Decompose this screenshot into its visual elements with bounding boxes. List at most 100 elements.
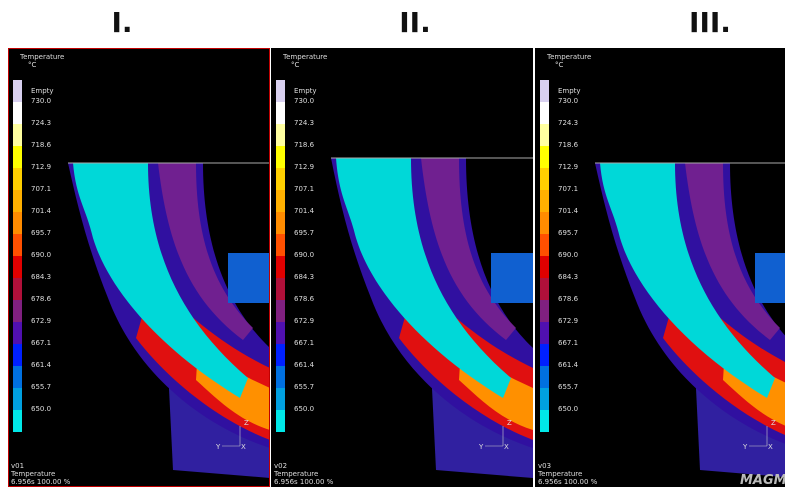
legend-swatch — [276, 234, 285, 256]
legend-label: 707.1 — [294, 185, 314, 193]
legend-label: 701.4 — [294, 207, 315, 215]
footer-time: 6.956s 100.00 % — [538, 478, 598, 486]
legend-label: 655.7 — [558, 383, 578, 391]
legend-swatch — [13, 124, 22, 146]
legend-swatch — [276, 344, 285, 366]
cold-pipe — [336, 158, 511, 398]
legend-swatch — [13, 344, 22, 366]
legend-label: 667.1 — [31, 339, 51, 347]
legend-label: 661.4 — [31, 361, 52, 369]
legend-label: 655.7 — [31, 383, 51, 391]
legend-swatch — [276, 256, 285, 278]
legend-swatch — [276, 300, 285, 322]
legend-label: 730.0 — [558, 97, 578, 105]
legend-label: 678.6 — [31, 295, 52, 303]
panel-header: II. — [399, 6, 431, 39]
legend-swatch — [276, 410, 285, 432]
axis-label: Y — [215, 443, 221, 451]
legend-swatch — [540, 168, 549, 190]
legend-swatch — [540, 124, 549, 146]
legend-swatch — [276, 190, 285, 212]
legend-label: 730.0 — [294, 97, 314, 105]
axis-label: Z — [771, 419, 776, 427]
legend-swatch — [540, 234, 549, 256]
side-box — [755, 253, 785, 303]
legend-label: 712.9 — [294, 163, 314, 171]
legend-swatch — [13, 234, 22, 256]
legend-swatch — [276, 146, 285, 168]
panel-header: I. — [111, 6, 133, 39]
legend-unit: °C — [291, 61, 300, 69]
legend-label: 712.9 — [558, 163, 578, 171]
version: v03 — [538, 462, 551, 470]
legend-swatch — [13, 80, 22, 102]
legend-label: 718.6 — [31, 141, 52, 149]
legend-title: Temperature — [546, 53, 591, 61]
purple-band — [421, 158, 516, 340]
legend-label: 650.0 — [31, 405, 51, 413]
legend-label: 667.1 — [558, 339, 578, 347]
axis-label: X — [768, 443, 773, 451]
legend-label: 655.7 — [294, 383, 314, 391]
legend-swatch — [540, 278, 549, 300]
legend-swatch — [276, 212, 285, 234]
legend-unit: °C — [555, 61, 564, 69]
legend-label: 661.4 — [558, 361, 579, 369]
legend-swatch — [540, 388, 549, 410]
legend-swatch — [13, 278, 22, 300]
legend-label: 667.1 — [294, 339, 314, 347]
result-panel: Temperature°CEmpty730.0724.3718.6712.970… — [271, 48, 533, 487]
axis-label: Y — [478, 443, 484, 451]
legend-title: Temperature — [19, 53, 64, 61]
legend-swatch — [13, 388, 22, 410]
legend-label: 650.0 — [294, 405, 314, 413]
legend-label: Empty — [31, 87, 54, 95]
legend-swatch — [276, 322, 285, 344]
legend-swatch — [540, 366, 549, 388]
legend-swatch — [13, 212, 22, 234]
footer-time: 6.956s 100.00 % — [11, 478, 71, 486]
legend-label: 672.9 — [294, 317, 314, 325]
legend-label: 690.0 — [31, 251, 51, 259]
legend-label: 701.4 — [558, 207, 579, 215]
legend-label: 724.3 — [558, 119, 578, 127]
legend-swatch — [13, 322, 22, 344]
legend-swatch — [540, 190, 549, 212]
legend-swatch — [13, 366, 22, 388]
legend-swatch — [13, 102, 22, 124]
footer-quantity: Temperature — [273, 470, 318, 478]
side-box — [491, 253, 533, 303]
legend-swatch — [276, 168, 285, 190]
legend-label: 650.0 — [558, 405, 578, 413]
legend-swatch — [276, 388, 285, 410]
version: v01 — [11, 462, 24, 470]
legend-swatch — [276, 102, 285, 124]
legend-swatch — [540, 80, 549, 102]
legend-label: 718.6 — [294, 141, 315, 149]
legend-swatch — [540, 212, 549, 234]
purple-band — [685, 163, 780, 340]
legend-swatch — [13, 256, 22, 278]
side-box — [228, 253, 270, 303]
purple-band — [158, 163, 253, 340]
axis-label: X — [241, 443, 246, 451]
legend-swatch — [540, 344, 549, 366]
legend-label: 684.3 — [558, 273, 578, 281]
result-panel: Temperature°CEmpty730.0724.3718.6712.970… — [535, 48, 785, 487]
legend-swatch — [540, 102, 549, 124]
legend-swatch — [13, 190, 22, 212]
legend-label: 695.7 — [31, 229, 51, 237]
legend-label: 690.0 — [558, 251, 578, 259]
cold-pipe — [73, 163, 248, 398]
footer-quantity: Temperature — [10, 470, 55, 478]
axis-label: X — [504, 443, 509, 451]
legend-label: 724.3 — [31, 119, 51, 127]
legend-swatch — [540, 300, 549, 322]
legend-swatch — [276, 80, 285, 102]
footer-quantity: Temperature — [537, 470, 582, 478]
legend-label: Empty — [294, 87, 317, 95]
legend-label: 690.0 — [294, 251, 314, 259]
legend-label: 718.6 — [558, 141, 579, 149]
casting-geometry — [68, 162, 270, 478]
